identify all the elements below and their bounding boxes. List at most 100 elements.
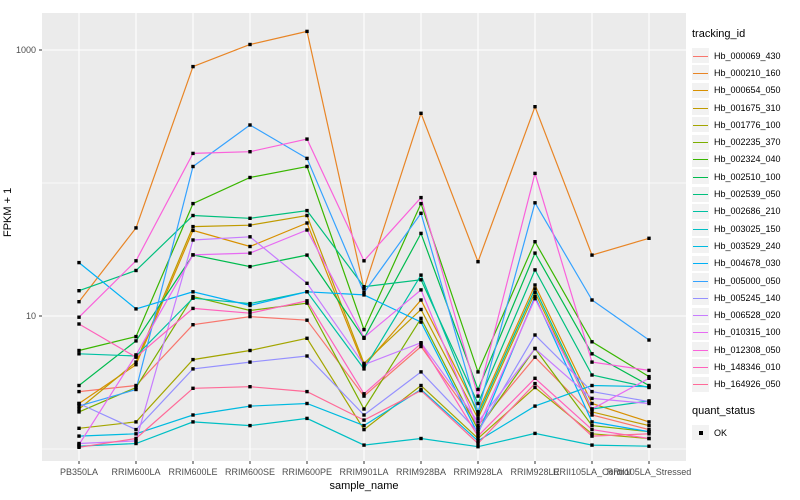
data-point [248,385,252,389]
data-point [191,228,195,233]
series-line-icon [693,263,708,265]
data-point [362,259,366,263]
data-point [362,363,366,367]
legend-item: Hb_002324_040 [692,151,798,168]
legend-item: Hb_004678_030 [692,255,798,272]
data-point [362,443,366,447]
x-tick-label: RRII105LA_Stressed [607,467,692,477]
data-point [248,311,252,315]
data-point [191,323,195,327]
data-point [191,64,195,69]
data-point [362,394,366,398]
data-point [362,285,366,289]
data-point [248,348,252,353]
data-point [191,201,195,206]
data-point [476,410,480,414]
series-color-key [692,342,709,358]
data-point [590,407,594,411]
data-point [191,357,195,362]
data-point [476,394,480,398]
data-point [134,307,138,311]
data-point [77,289,81,293]
data-point [191,367,195,371]
data-point [590,401,594,406]
legend-item-label: Hb_005245_140 [714,292,781,303]
data-point [362,327,366,332]
legend-item-label: Hb_005000_050 [714,275,781,286]
data-point [77,315,81,319]
series-color-key [692,203,709,219]
data-point [647,385,651,389]
data-point [476,416,480,421]
data-point [191,224,195,229]
legend-item: Hb_005245_140 [692,289,798,306]
data-point [305,281,309,285]
data-point [647,432,651,436]
series-color-key [692,82,709,98]
data-point [590,298,594,302]
data-point [419,273,423,277]
legend-item: Hb_001675_310 [692,99,798,116]
legend-item-label: Hb_002324_040 [714,154,781,165]
data-point [476,370,480,374]
data-point [248,264,252,269]
series-color-key [692,169,709,185]
legend-item-label: Hb_003025_150 [714,223,781,234]
x-tick-label: RRII105LA_Control [553,467,631,477]
legend-item: Hb_006528_020 [692,306,798,323]
data-point [476,387,480,392]
data-point [647,399,651,404]
data-point [191,164,195,169]
series-line-icon [693,245,708,247]
data-point [590,360,594,364]
series-line-icon [693,315,708,317]
series-color-key [692,134,709,150]
data-point [248,42,252,47]
legend-item-label: Hb_002686_210 [714,206,781,217]
data-point [248,314,252,319]
legend-item: Hb_010315_100 [692,324,798,341]
series-color-key [692,238,709,254]
data-point [248,123,252,127]
legend-item-label: OK [714,427,728,438]
data-point [476,423,480,428]
data-point [590,389,594,394]
data-point [134,339,138,343]
data-point [419,388,423,393]
data-point [590,432,594,436]
data-point [476,420,480,424]
quant-status-legend: quant_status OK [692,405,798,441]
data-point [647,368,651,373]
series-line-icon [693,176,708,178]
data-point [191,151,195,156]
series-color-key [692,186,709,202]
series-color-key [692,255,709,271]
data-point [419,383,423,388]
data-point [248,303,252,308]
legend-item-label: Hb_000654_050 [714,85,781,96]
data-point [77,300,81,304]
series-line-icon [693,211,708,213]
data-point [248,423,252,428]
legend-item-label: Hb_003529_240 [714,240,781,251]
data-point [533,251,537,255]
data-point [362,413,366,417]
series-line-icon [693,159,708,161]
data-point [533,268,537,272]
data-point [134,363,138,367]
data-point [305,253,309,257]
legend-item-label: Hb_148346_010 [714,361,781,372]
legend-item: Hb_000069_430 [692,47,798,64]
data-point [476,427,480,432]
data-point [134,355,138,359]
data-point [77,445,81,449]
data-point [362,427,366,432]
data-point [533,404,537,408]
data-point [134,427,138,432]
data-point [419,344,423,349]
series-line-icon [693,72,708,74]
legend-item-label: Hb_012308_050 [714,344,781,355]
data-point [248,251,252,255]
data-point [533,290,537,295]
